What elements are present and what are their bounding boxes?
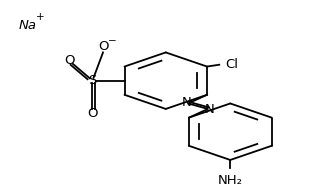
Text: O: O — [64, 54, 74, 67]
Text: O: O — [98, 40, 108, 53]
Text: S: S — [88, 74, 96, 87]
Text: N: N — [205, 103, 215, 116]
Text: Cl: Cl — [225, 58, 238, 71]
Text: +: + — [36, 12, 45, 22]
Text: O: O — [87, 107, 98, 120]
Text: −: − — [108, 36, 117, 46]
Text: Na: Na — [18, 19, 36, 32]
Text: N: N — [181, 96, 191, 109]
Text: NH₂: NH₂ — [218, 174, 243, 187]
